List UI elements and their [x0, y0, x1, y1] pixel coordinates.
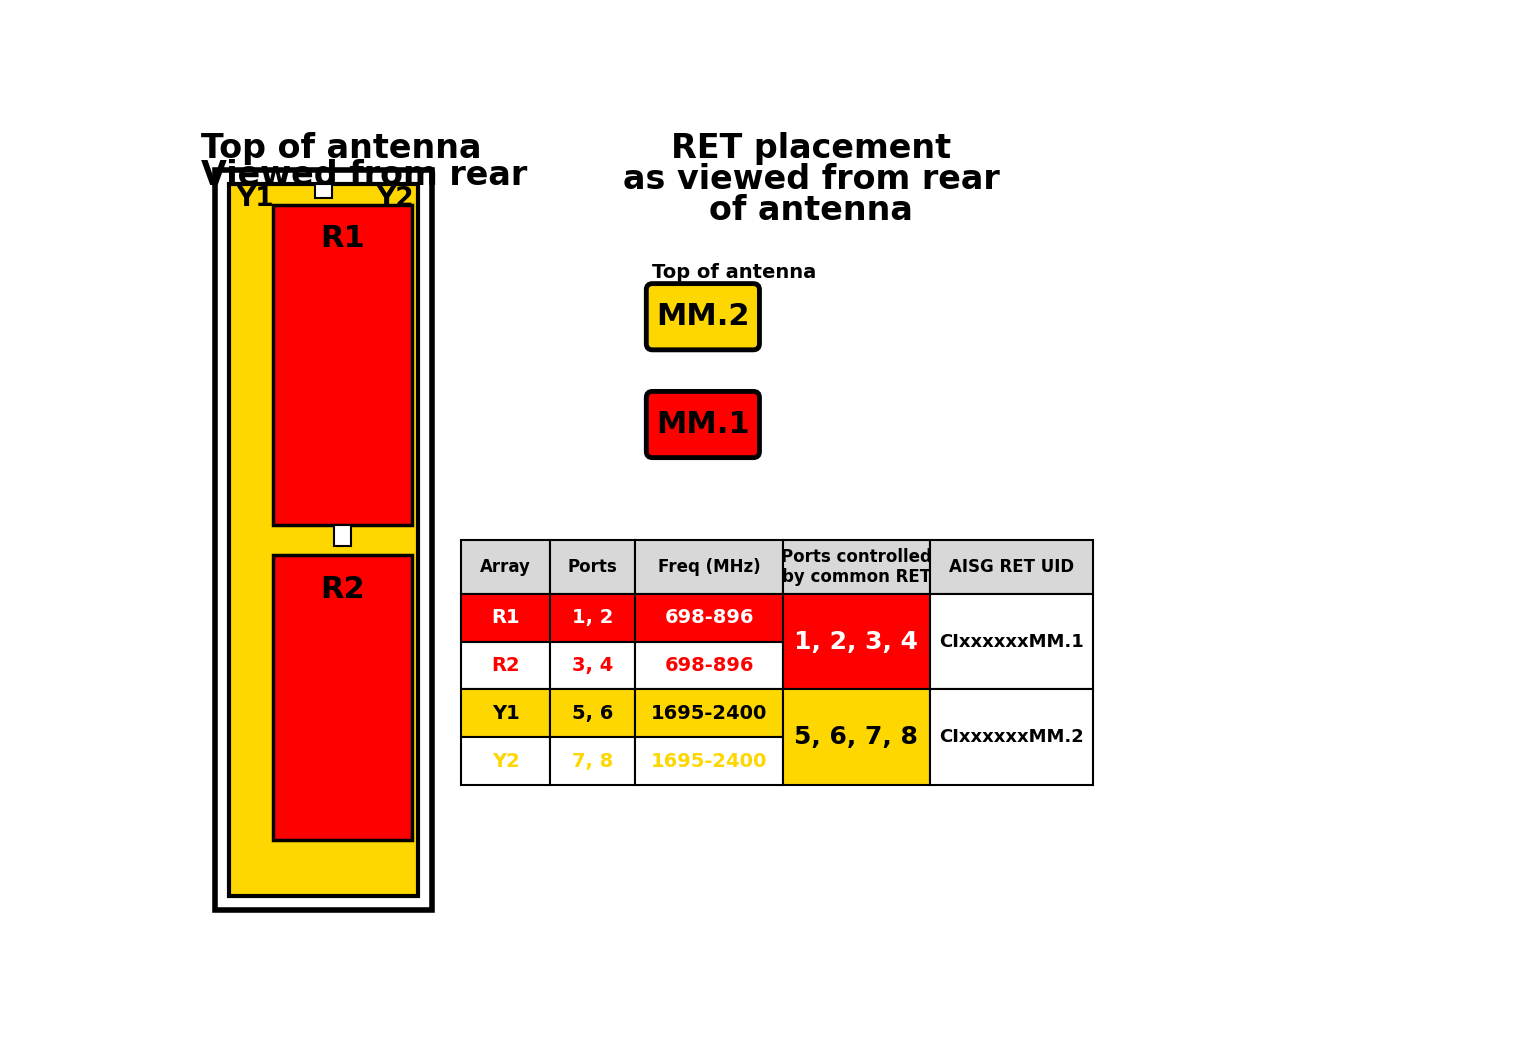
Bar — [782, 540, 929, 594]
Bar — [635, 737, 782, 785]
Text: CIxxxxxxMM.2: CIxxxxxxMM.2 — [939, 728, 1084, 746]
Text: Array: Array — [481, 558, 531, 576]
Text: Y2: Y2 — [491, 751, 519, 770]
Bar — [550, 737, 635, 785]
Text: AISG RET UID: AISG RET UID — [949, 558, 1073, 576]
Bar — [461, 594, 550, 641]
Text: 1, 2: 1, 2 — [573, 608, 614, 628]
Text: Freq (MHz): Freq (MHz) — [658, 558, 761, 576]
Text: 1695-2400: 1695-2400 — [651, 751, 767, 770]
Text: Ports controlled
by common RET: Ports controlled by common RET — [781, 547, 932, 587]
Bar — [550, 641, 635, 690]
Text: R2: R2 — [491, 656, 521, 675]
Bar — [550, 594, 635, 641]
Text: Ports: Ports — [568, 558, 617, 576]
Text: Viewed from rear: Viewed from rear — [201, 159, 527, 192]
Bar — [461, 641, 550, 690]
Bar — [461, 690, 550, 737]
Bar — [214, 171, 432, 910]
Bar — [782, 594, 929, 690]
Text: 5, 6: 5, 6 — [573, 704, 614, 723]
Bar — [228, 184, 418, 896]
Text: Y2: Y2 — [375, 185, 413, 212]
Text: 698-896: 698-896 — [664, 608, 753, 628]
Bar — [929, 690, 1093, 785]
Text: Top of antenna: Top of antenna — [201, 132, 481, 165]
Text: MM.1: MM.1 — [657, 410, 750, 439]
Bar — [334, 525, 351, 546]
Text: as viewed from rear: as viewed from rear — [623, 162, 1000, 196]
Text: 1695-2400: 1695-2400 — [651, 704, 767, 723]
Bar — [635, 641, 782, 690]
Bar — [782, 690, 929, 785]
Text: Y1: Y1 — [491, 704, 519, 723]
Bar — [550, 690, 635, 737]
Text: 3, 4: 3, 4 — [573, 656, 614, 675]
Text: R2: R2 — [320, 574, 364, 604]
Bar — [314, 184, 332, 198]
FancyBboxPatch shape — [646, 284, 759, 350]
Text: Top of antenna: Top of antenna — [652, 263, 816, 282]
FancyBboxPatch shape — [646, 391, 759, 458]
Bar — [273, 205, 412, 525]
Text: 5, 6, 7, 8: 5, 6, 7, 8 — [795, 725, 919, 749]
Text: Y1: Y1 — [236, 185, 274, 212]
Bar — [635, 594, 782, 641]
Text: of antenna: of antenna — [709, 194, 914, 226]
Bar — [461, 540, 550, 594]
Bar — [635, 540, 782, 594]
Bar — [273, 555, 412, 840]
Text: 698-896: 698-896 — [664, 656, 753, 675]
Bar — [461, 737, 550, 785]
Text: RET placement: RET placement — [671, 132, 951, 165]
Bar — [635, 690, 782, 737]
Text: R1: R1 — [320, 224, 364, 254]
Text: MM.2: MM.2 — [657, 302, 750, 331]
Bar — [929, 594, 1093, 690]
Text: 7, 8: 7, 8 — [573, 751, 614, 770]
Text: CIxxxxxxMM.1: CIxxxxxxMM.1 — [939, 633, 1084, 651]
Text: R1: R1 — [491, 608, 521, 628]
Bar — [550, 540, 635, 594]
Bar — [929, 540, 1093, 594]
Text: 1, 2, 3, 4: 1, 2, 3, 4 — [795, 630, 919, 654]
